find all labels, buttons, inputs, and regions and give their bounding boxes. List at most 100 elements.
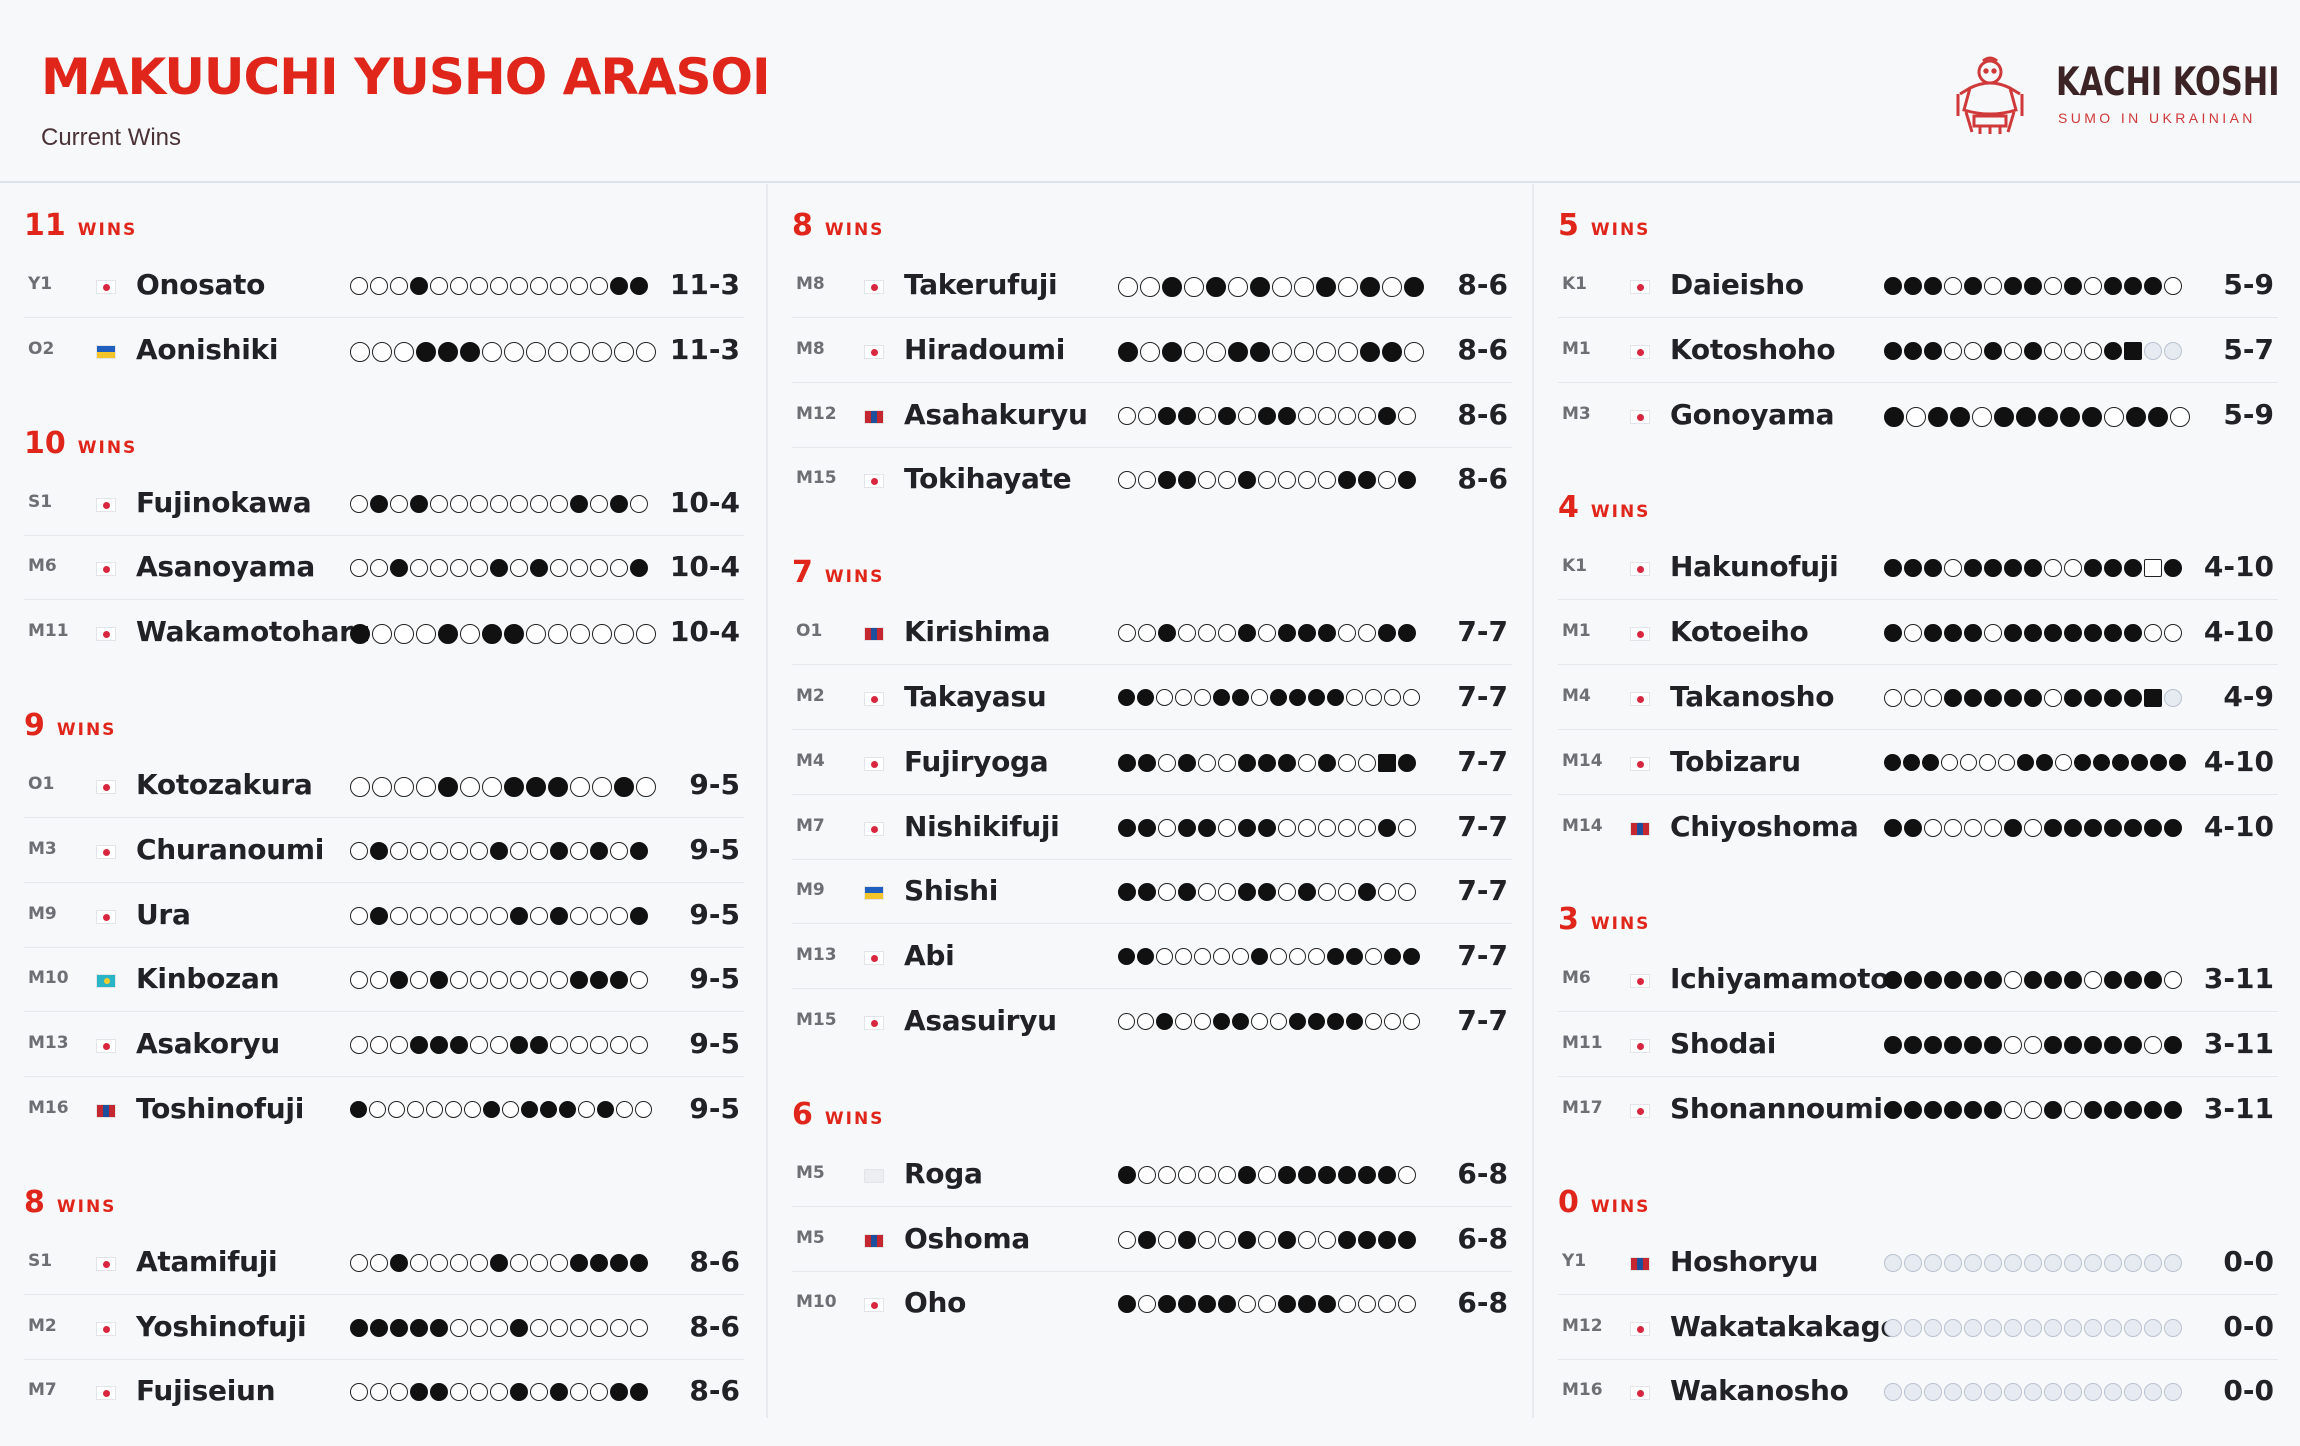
wrestler-name[interactable]: Onosato [136, 268, 266, 301]
wrestler-name[interactable]: Aonishiki [136, 332, 279, 366]
wrestler-name[interactable]: Atamifuji [136, 1244, 278, 1278]
wrestler-row[interactable]: M10 Kinbozan 9-5 [24, 948, 744, 1013]
wrestler-row[interactable]: M13 Asakoryu 9-5 [24, 1013, 744, 1078]
wrestler-name[interactable]: Asakoryu [136, 1027, 280, 1061]
win-circle [1403, 948, 1420, 966]
win-circle [2104, 971, 2122, 990]
wrestler-row[interactable]: M4 Takanosho 4-9 [1558, 666, 2278, 730]
wrestler-row[interactable]: M7 Fujiseiun 8-6 [24, 1360, 744, 1424]
wrestler-name[interactable]: Takanosho [1670, 680, 1835, 713]
wrestler-name[interactable]: Kotoeiho [1670, 615, 1809, 649]
wrestler-name[interactable]: Hakunofuji [1670, 550, 1839, 584]
wrestler-row[interactable]: M6 Ichiyamamoto 3-11 [1558, 948, 2278, 1013]
wrestler-row[interactable]: M3 Gonoyama 5-9 [1558, 384, 2278, 448]
wrestler-row[interactable]: M12 Asahakuryu 8-6 [792, 384, 1512, 448]
wrestler-row[interactable]: M2 Takayasu 7-7 [792, 666, 1512, 730]
wrestler-row[interactable]: M15 Tokihayate 8-6 [792, 448, 1512, 512]
not-fought-circle [2104, 1253, 2122, 1272]
win-circle [1278, 753, 1296, 772]
country-flag-icon [96, 627, 116, 642]
not-fought-circle [1924, 1383, 1942, 1402]
wrestler-row[interactable]: Y1 Hoshoryu 0-0 [1558, 1231, 2278, 1295]
wrestler-row[interactable]: S1 Atamifuji 8-6 [24, 1231, 744, 1295]
wrestler-row[interactable]: M3 Churanoumi 9-5 [24, 819, 744, 883]
wrestler-row[interactable]: M6 Asanoyama 10-4 [24, 536, 744, 601]
wrestler-row[interactable]: K1 Hakunofuji 4-10 [1558, 536, 2278, 601]
wrestler-row[interactable]: O1 Kotozakura 9-5 [24, 754, 744, 818]
wrestler-name[interactable]: Hoshoryu [1670, 1244, 1819, 1278]
wrestler-name[interactable]: Yoshinofuji [136, 1309, 307, 1343]
wrestler-name[interactable]: Shonannoumi [1670, 1092, 1883, 1125]
wrestler-name[interactable]: Kirishima [904, 615, 1051, 649]
wrestler-name[interactable]: Asanoyama [136, 550, 315, 584]
win-circle [2124, 277, 2142, 295]
loss-circle [1338, 341, 1358, 362]
wrestler-name[interactable]: Hiradoumi [904, 332, 1066, 366]
wrestler-row[interactable]: M14 Tobizaru 4-10 [1558, 731, 2278, 795]
wrestler-row[interactable]: M16 Wakanosho 0-0 [1558, 1360, 2278, 1424]
wrestler-name[interactable]: Kotozakura [136, 768, 313, 801]
wrestler-row[interactable]: S1 Fujinokawa 10-4 [24, 472, 744, 536]
wrestler-row[interactable]: M5 Roga 6-8 [792, 1143, 1512, 1207]
wrestler-name[interactable]: Shodai [1670, 1027, 1777, 1061]
loss-circle [550, 559, 568, 578]
wrestler-name[interactable]: Gonoyama [1670, 397, 1835, 431]
wrestler-name[interactable]: Ura [136, 897, 191, 931]
wrestler-row[interactable]: M16 Toshinofuji 9-5 [24, 1078, 744, 1142]
wrestler-name[interactable]: Kotoshoho [1670, 332, 1836, 366]
wrestler-name[interactable]: Wakatakakage [1670, 1309, 1900, 1343]
wrestler-name[interactable]: Shishi [904, 874, 999, 908]
brand-logo[interactable]: KACHI KOSHI SUMO IN UKRAINIAN [1950, 54, 2280, 144]
wrestler-row[interactable]: M8 Takerufuji 8-6 [792, 254, 1512, 318]
wrestler-name[interactable]: Churanoumi [136, 832, 324, 866]
wrestler-name[interactable]: Asahakuryu [904, 397, 1088, 431]
wrestler-name[interactable]: Roga [904, 1156, 983, 1190]
wrestler-name[interactable]: Abi [904, 939, 955, 973]
wrestler-name[interactable]: Wakamotoharu [136, 615, 368, 649]
win-circle [1398, 624, 1416, 643]
wrestler-row[interactable]: M1 Kotoeiho 4-10 [1558, 601, 2278, 666]
win-circle [610, 494, 628, 513]
wrestler-name[interactable]: Takayasu [904, 680, 1047, 713]
wrestler-name[interactable]: Asasuiryu [904, 1004, 1057, 1037]
wrestler-row[interactable]: M12 Wakatakakage 0-0 [1558, 1296, 2278, 1360]
wrestler-name[interactable]: Oho [904, 1286, 967, 1320]
wrestler-row[interactable]: O2 Aonishiki 11-3 [24, 319, 744, 383]
wrestler-row[interactable]: M4 Fujiryoga 7-7 [792, 731, 1512, 795]
wrestler-row[interactable]: M15 Asasuiryu 7-7 [792, 990, 1512, 1054]
wrestler-name[interactable]: Takerufuji [904, 268, 1058, 301]
wrestler-name[interactable]: Kinbozan [136, 962, 280, 996]
wrestler-name[interactable]: Tobizaru [1670, 744, 1801, 778]
win-circle [438, 777, 458, 797]
wrestler-row[interactable]: M9 Shishi 7-7 [792, 860, 1512, 925]
wrestler-row[interactable]: M14 Chiyoshoma 4-10 [1558, 796, 2278, 860]
wrestler-row[interactable]: M17 Shonannoumi 3-11 [1558, 1078, 2278, 1142]
wrestler-row[interactable]: M10 Oho 6-8 [792, 1272, 1512, 1336]
wrestler-name[interactable]: Nishikifuji [904, 809, 1060, 843]
wrestler-name[interactable]: Chiyoshoma [1670, 809, 1859, 843]
wrestler-name[interactable]: Oshoma [904, 1221, 1030, 1255]
wrestler-row[interactable]: M11 Wakamotoharu 10-4 [24, 601, 744, 665]
wrestler-name[interactable]: Daieisho [1670, 268, 1804, 301]
loss-circle [372, 341, 392, 362]
wrestler-row[interactable]: M13 Abi 7-7 [792, 925, 1512, 990]
wrestler-row[interactable]: M2 Yoshinofuji 8-6 [24, 1296, 744, 1360]
wrestler-row[interactable]: M7 Nishikifuji 7-7 [792, 796, 1512, 860]
wrestler-name[interactable]: Toshinofuji [136, 1092, 304, 1125]
win-circle [1944, 624, 1962, 643]
wrestler-name[interactable]: Fujiseiun [136, 1374, 276, 1408]
wrestler-name[interactable]: Fujinokawa [136, 485, 312, 519]
wrestler-row[interactable]: O1 Kirishima 7-7 [792, 601, 1512, 666]
wrestler-name[interactable]: Wakanosho [1670, 1374, 1849, 1408]
wrestler-row[interactable]: K1 Daieisho 5-9 [1558, 254, 2278, 318]
wrestler-row[interactable]: M11 Shodai 3-11 [1558, 1013, 2278, 1078]
wrestler-row[interactable]: M5 Oshoma 6-8 [792, 1208, 1512, 1272]
wrestler-name[interactable]: Tokihayate [904, 462, 1072, 496]
wrestler-name[interactable]: Fujiryoga [904, 744, 1049, 778]
wrestler-row[interactable]: M9 Ura 9-5 [24, 884, 744, 948]
wrestler-row[interactable]: Y1 Onosato 11-3 [24, 254, 744, 318]
wrestler-name[interactable]: Ichiyamamoto [1670, 962, 1890, 996]
wrestler-row[interactable]: M1 Kotoshoho 5-7 [1558, 319, 2278, 383]
bout-results [1118, 406, 1416, 427]
wrestler-row[interactable]: M8 Hiradoumi 8-6 [792, 319, 1512, 383]
